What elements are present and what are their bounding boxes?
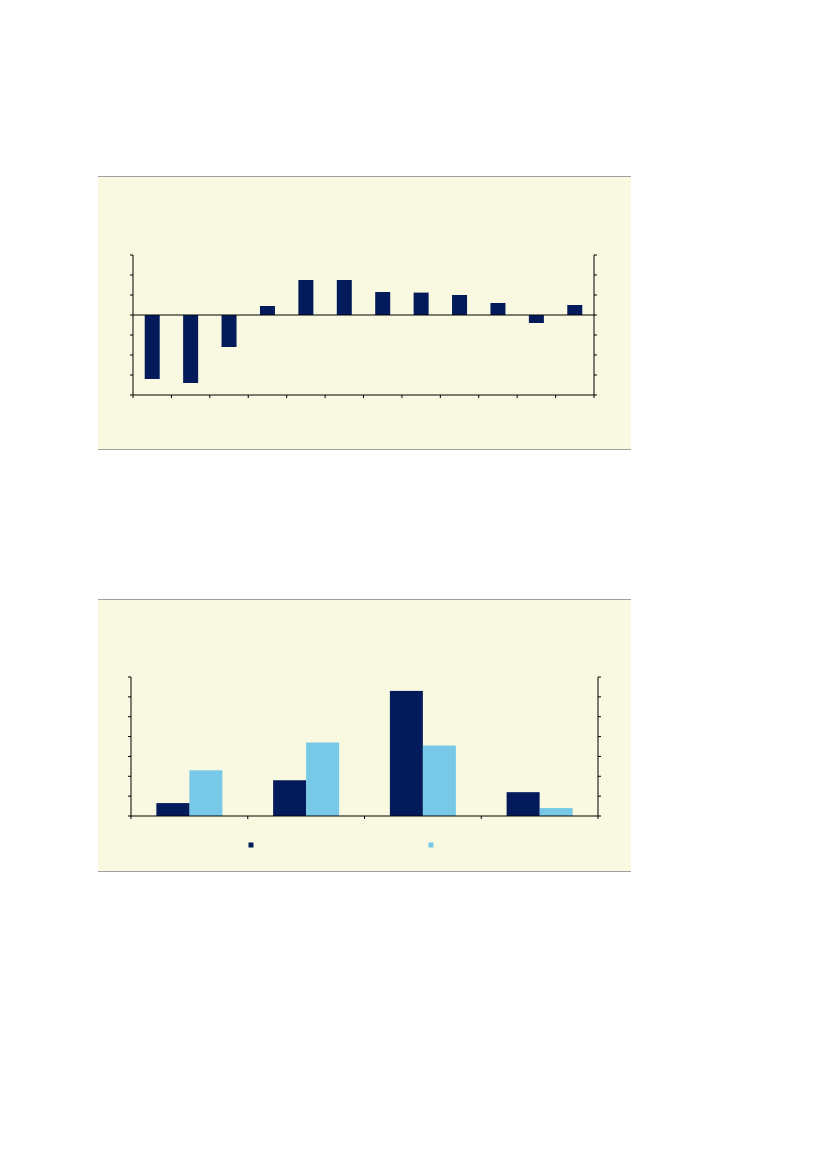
legend-marker-s1	[248, 842, 254, 848]
bar-s1-5	[298, 280, 314, 315]
bar-s1-1	[144, 315, 160, 379]
bar-s1-6	[336, 280, 352, 315]
bar-s1-7	[375, 292, 391, 315]
chart-1	[98, 176, 631, 450]
bar-s2-2	[306, 742, 340, 816]
bar-s1-11	[528, 315, 544, 323]
bar-s1-4	[259, 306, 275, 315]
bar-s1-4	[506, 792, 540, 816]
bar-s2-3	[422, 745, 456, 816]
bar-s1-3	[221, 315, 237, 347]
chart-panel	[98, 599, 631, 872]
bar-s1-9	[452, 295, 468, 315]
bar-s1-12	[567, 305, 583, 315]
legend-marker-s2	[428, 842, 434, 848]
bar-s1-8	[413, 292, 429, 315]
bar-s1-2	[273, 780, 307, 816]
bar-s1-2	[183, 315, 199, 383]
bar-s2-4	[539, 808, 573, 816]
bar-s1-1	[156, 803, 190, 816]
bar-s1-3	[389, 690, 423, 816]
chart-2	[98, 599, 631, 872]
chart-panel	[98, 176, 631, 450]
bar-s1-10	[490, 303, 506, 315]
bar-s2-1	[189, 770, 223, 816]
